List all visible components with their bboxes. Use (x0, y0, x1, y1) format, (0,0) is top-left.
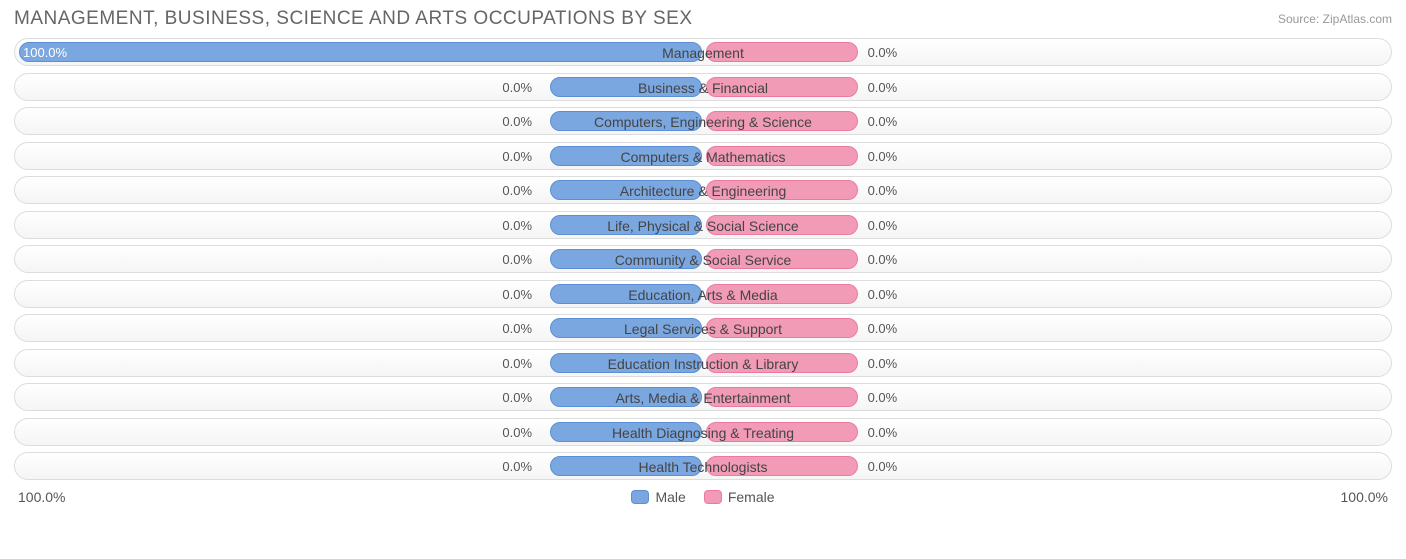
legend-swatch-male (631, 490, 649, 504)
male-value: 0.0% (502, 281, 532, 308)
category-label: Arts, Media & Entertainment (611, 384, 794, 411)
male-value: 0.0% (502, 74, 532, 101)
chart-row: Education Instruction & Library 0.0% 0.0% (14, 349, 1392, 377)
chart-row: Health Technologists 0.0% 0.0% (14, 452, 1392, 480)
female-value: 0.0% (868, 453, 898, 480)
female-value: 0.0% (868, 143, 898, 170)
chart-row: Life, Physical & Social Science 0.0% 0.0% (14, 211, 1392, 239)
female-value: 0.0% (868, 212, 898, 239)
legend-label-female: Female (728, 489, 775, 505)
category-label: Education Instruction & Library (604, 350, 803, 377)
chart-row: Computers, Engineering & Science 0.0% 0.0% (14, 107, 1392, 135)
category-label: Management (658, 39, 748, 66)
category-label: Life, Physical & Social Science (603, 212, 802, 239)
category-label: Education, Arts & Media (624, 281, 781, 308)
chart-row: Management 100.0% 0.0% (14, 38, 1392, 66)
female-value: 0.0% (868, 350, 898, 377)
legend-item-male: Male (631, 489, 685, 505)
male-value: 0.0% (502, 177, 532, 204)
category-label: Health Diagnosing & Treating (608, 419, 798, 446)
female-value: 0.0% (868, 384, 898, 411)
category-label: Computers, Engineering & Science (590, 108, 816, 135)
female-value: 0.0% (868, 315, 898, 342)
category-label: Health Technologists (635, 453, 772, 480)
female-value: 0.0% (868, 246, 898, 273)
male-value: 0.0% (502, 246, 532, 273)
chart-row: Architecture & Engineering 0.0% 0.0% (14, 176, 1392, 204)
female-value: 0.0% (868, 281, 898, 308)
axis-label-right: 100.0% (1341, 489, 1388, 505)
male-bar (19, 42, 702, 62)
male-value: 0.0% (502, 315, 532, 342)
male-value: 100.0% (23, 39, 67, 66)
legend-label-male: Male (655, 489, 685, 505)
female-value: 0.0% (868, 177, 898, 204)
category-label: Community & Social Service (611, 246, 796, 273)
axis-label-left: 100.0% (18, 489, 65, 505)
chart-row: Computers & Mathematics 0.0% 0.0% (14, 142, 1392, 170)
male-value: 0.0% (502, 212, 532, 239)
male-value: 0.0% (502, 108, 532, 135)
male-value: 0.0% (502, 143, 532, 170)
male-value: 0.0% (502, 419, 532, 446)
legend-swatch-female (704, 490, 722, 504)
chart-footer: 100.0% Male Female 100.0% (0, 487, 1406, 505)
category-label: Architecture & Engineering (616, 177, 791, 204)
chart-row: Health Diagnosing & Treating 0.0% 0.0% (14, 418, 1392, 446)
chart-row: Community & Social Service 0.0% 0.0% (14, 245, 1392, 273)
female-value: 0.0% (868, 108, 898, 135)
male-value: 0.0% (502, 453, 532, 480)
category-label: Legal Services & Support (620, 315, 786, 342)
chart-title: MANAGEMENT, BUSINESS, SCIENCE AND ARTS O… (14, 8, 693, 30)
female-value: 0.0% (868, 39, 898, 66)
category-label: Computers & Mathematics (617, 143, 790, 170)
legend-item-female: Female (704, 489, 775, 505)
chart-row: Legal Services & Support 0.0% 0.0% (14, 314, 1392, 342)
chart-row: Business & Financial 0.0% 0.0% (14, 73, 1392, 101)
chart-area: Management100.0%0.0%Business & Financial… (0, 34, 1406, 480)
male-value: 0.0% (502, 384, 532, 411)
category-label: Business & Financial (634, 74, 772, 101)
chart-header: MANAGEMENT, BUSINESS, SCIENCE AND ARTS O… (0, 0, 1406, 34)
legend: Male Female (631, 489, 774, 505)
male-value: 0.0% (502, 350, 532, 377)
female-value: 0.0% (868, 419, 898, 446)
female-value: 0.0% (868, 74, 898, 101)
chart-source: Source: ZipAtlas.com (1278, 12, 1392, 26)
chart-row: Education, Arts & Media 0.0% 0.0% (14, 280, 1392, 308)
chart-row: Arts, Media & Entertainment 0.0% 0.0% (14, 383, 1392, 411)
